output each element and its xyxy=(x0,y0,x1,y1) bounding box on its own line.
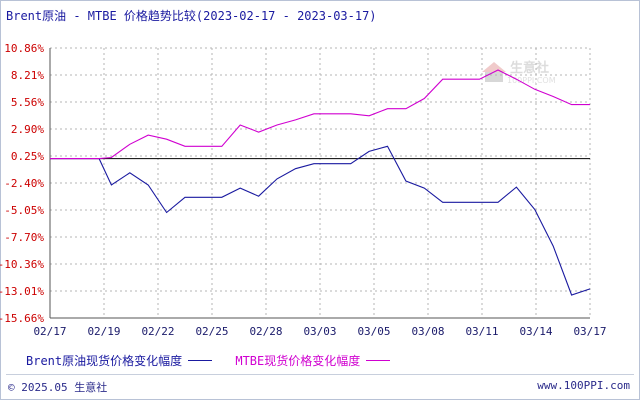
footer-website[interactable]: www.100PPI.com xyxy=(537,379,630,392)
x-axis-labels: 02/17 02/19 02/22 02/25 02/28 03/03 03/05 03/08… xyxy=(33,325,606,338)
series-line-mtbe xyxy=(50,69,590,160)
grid-layer xyxy=(49,47,591,319)
legend-item-brent: Brent原油现货价格变化幅度 xyxy=(26,352,213,369)
x-tick-label: 02/17 xyxy=(33,325,66,338)
y-axis-labels: 10.86% 8.21% 5.56% 2.90% 0.25% -2.40% -5.05% -7… xyxy=(0,42,44,325)
x-tick-label: 02/22 xyxy=(141,325,174,338)
chart-title: Brent原油 - MTBE 价格趋势比较(2023-02-17 - 2023-… xyxy=(6,9,377,23)
y-tick-label: 2.90% xyxy=(11,123,44,136)
legend-item-mtbe: MTBE现货价格变化幅度 xyxy=(235,352,391,369)
x-tick-label: 03/03 xyxy=(303,325,336,338)
watermark: 生意社 100PPI.COM xyxy=(482,60,556,85)
y-tick-label: -2.40% xyxy=(4,177,44,190)
footer-copyright: © 2025.05 生意社 xyxy=(8,381,108,394)
y-tick-label: 8.21% xyxy=(11,69,44,82)
x-tick-label: 03/05 xyxy=(357,325,390,338)
y-tick-label: 5.56% xyxy=(11,96,44,109)
x-tick-label: 02/28 xyxy=(249,325,282,338)
y-tick-label: -15.66% xyxy=(0,312,44,325)
watermark-brand: 生意社 xyxy=(510,60,549,76)
legend: Brent原油现货价格变化幅度 MTBE现货价格变化幅度 xyxy=(26,352,406,369)
x-tick-label: 03/08 xyxy=(411,325,444,338)
legend-swatch-mtbe xyxy=(366,360,391,361)
watermark-house-body xyxy=(485,72,503,82)
series-line-brent xyxy=(50,145,591,296)
y-tick-label: 0.25% xyxy=(11,150,44,163)
x-tick-label: 03/14 xyxy=(519,325,552,338)
x-tick-label: 02/25 xyxy=(195,325,228,338)
legend-swatch-brent xyxy=(188,360,213,361)
y-tick-label: -7.70% xyxy=(4,231,44,244)
legend-label-brent: Brent原油现货价格变化幅度 xyxy=(26,354,183,368)
y-tick-label: -13.01% xyxy=(0,285,44,298)
y-tick-label: 10.86% xyxy=(4,42,44,55)
x-tick-label: 03/17 xyxy=(573,325,606,338)
x-tick-label: 02/19 xyxy=(87,325,120,338)
legend-label-mtbe: MTBE现货价格变化幅度 xyxy=(235,354,361,368)
footer-divider xyxy=(6,374,634,375)
watermark-url: 100PPI.COM xyxy=(507,76,556,85)
axes xyxy=(49,48,590,319)
y-tick-label: -10.36% xyxy=(0,258,44,271)
series-layer xyxy=(50,69,591,296)
x-tick-label: 03/11 xyxy=(465,325,498,338)
y-tick-label: -5.05% xyxy=(4,204,44,217)
watermark-house-icon xyxy=(482,62,506,72)
